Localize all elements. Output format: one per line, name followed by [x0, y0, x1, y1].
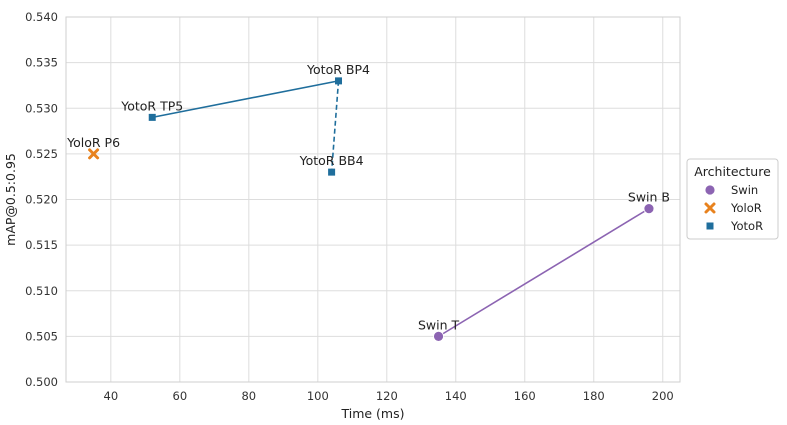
point-swin-b	[643, 203, 655, 215]
connection-yotor-bp4-to-yotor-bb4	[330, 80, 340, 173]
connection-yotor-tp5-to-yotor-bp4	[152, 80, 339, 119]
x-tick-label: 40	[104, 389, 119, 403]
x-tick-label: 180	[583, 389, 605, 403]
y-tick-label: 0.520	[25, 193, 58, 207]
point-yotor-tp5	[148, 113, 156, 121]
legend: Architecture Swin YoloR YotoR	[686, 158, 779, 240]
legend-entries: Swin YoloR YotoR	[704, 183, 763, 233]
x-tick-label: 160	[514, 389, 536, 403]
data-points	[88, 77, 655, 342]
plot-frame	[65, 16, 681, 383]
point-label-yotor-tp5: YotoR TP5	[120, 98, 183, 113]
x-tick-label: 80	[241, 389, 256, 403]
connection-lines	[152, 80, 650, 338]
legend-title: Architecture	[694, 164, 771, 179]
y-tick-label: 0.515	[25, 238, 58, 252]
y-axis-title: mAP@0.5:0.95	[3, 153, 18, 246]
y-tick-label: 0.530	[25, 101, 58, 115]
x-tick-label: 120	[376, 389, 398, 403]
legend-label-yotor: YotoR	[730, 219, 763, 233]
legend-label-swin: Swin	[731, 183, 758, 197]
point-label-yotor-bb4: YotoR BB4	[299, 153, 364, 168]
x-tick-labels: 40 60 80 100 120 140 160 180 200	[104, 389, 674, 403]
y-tick-label: 0.535	[25, 56, 58, 70]
y-tick-labels: 0.500 0.505 0.510 0.515 0.520 0.525 0.530 0.535…	[25, 10, 58, 389]
legend-box	[686, 158, 779, 240]
x-tick-label: 140	[445, 389, 467, 403]
point-yotor-bp4	[335, 77, 343, 85]
point-label-swin-t: Swin T	[418, 317, 460, 332]
grid	[66, 16, 680, 383]
y-tick-label: 0.500	[25, 375, 58, 389]
connection-swin-t-to-swin-b	[438, 207, 650, 338]
legend-marker-yotor	[706, 222, 714, 230]
x-tick-label: 200	[652, 389, 674, 403]
x-axis-title: Time (ms)	[340, 406, 404, 421]
legend-marker-swin	[704, 184, 716, 196]
point-yotor-bb4	[328, 168, 336, 176]
point-label-yotor-bp4: YotoR BP4	[306, 62, 370, 77]
y-tick-label: 0.505	[25, 329, 58, 343]
y-tick-label: 0.510	[25, 284, 58, 298]
point-yolor-p6	[88, 148, 100, 160]
point-labels: YoloR P6 YotoR TP5 YotoR BP4 YotoR BB4 Swin …	[66, 62, 670, 333]
point-swin-t	[433, 330, 444, 342]
x-tick-label: 100	[307, 389, 329, 403]
x-tick-label: 60	[173, 389, 188, 403]
legend-label-yolor: YoloR	[730, 201, 762, 215]
y-tick-label: 0.525	[25, 147, 58, 161]
y-tick-label: 0.540	[25, 10, 58, 24]
legend-marker-yolor	[704, 202, 716, 214]
point-label-yolor-p6: YoloR P6	[66, 135, 120, 150]
point-label-swin-b: Swin B	[628, 190, 670, 205]
